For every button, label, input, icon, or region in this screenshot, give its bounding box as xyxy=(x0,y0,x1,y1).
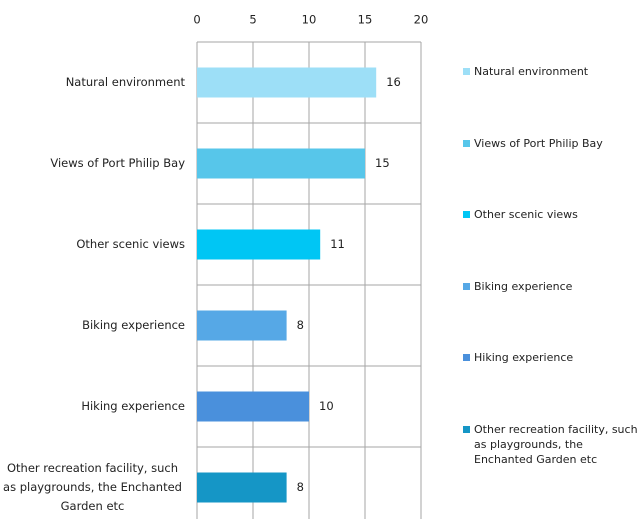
data-label: 16 xyxy=(386,75,401,89)
legend-label-text: Hiking experience xyxy=(474,351,574,365)
y-tick-label: Views of Port Philip Bay xyxy=(0,124,185,204)
bar xyxy=(197,229,321,260)
bar xyxy=(197,67,377,98)
bar xyxy=(197,148,365,179)
x-tick-label: 5 xyxy=(249,13,256,27)
y-tick-label-text: Other recreation facility, such as playg… xyxy=(3,461,182,513)
bar xyxy=(197,310,287,341)
x-tick-label: 10 xyxy=(302,13,317,27)
legend-label-text: Other recreation facility, such as playg… xyxy=(474,423,638,466)
data-label: 15 xyxy=(375,156,390,170)
legend-label-text: Views of Port Philip Bay xyxy=(474,136,603,150)
legend-label-text: Biking experience xyxy=(474,279,573,293)
x-tick-label: 20 xyxy=(414,13,429,27)
legend-label-text: Other scenic views xyxy=(474,208,578,222)
legend-label-text: Natural environment xyxy=(474,65,589,78)
data-label: 8 xyxy=(297,318,304,332)
y-tick-label: Other recreation facility, such as playg… xyxy=(0,448,185,528)
x-tick-label: 0 xyxy=(193,13,200,27)
y-tick-label-text: Biking experience xyxy=(82,318,185,332)
data-label: 11 xyxy=(330,237,345,251)
legend-swatch xyxy=(463,354,470,362)
y-tick-label-text: Views of Port Philip Bay xyxy=(50,156,185,170)
legend-label: Other scenic views xyxy=(474,207,640,222)
data-label: 8 xyxy=(297,480,304,494)
legend-swatch xyxy=(463,282,470,290)
y-tick-label: Other scenic views xyxy=(0,205,185,285)
legend-label: Hiking experience xyxy=(474,350,640,365)
y-tick-label: Hiking experience xyxy=(0,367,185,447)
bar xyxy=(197,472,287,503)
x-tick-label: 15 xyxy=(358,13,373,27)
legend-swatch xyxy=(463,211,470,219)
legend-label: Natural environment xyxy=(474,64,640,79)
y-tick-label-text: Natural environment xyxy=(65,75,185,89)
y-tick-label: Natural environment xyxy=(0,43,185,123)
y-tick-label-text: Other scenic views xyxy=(76,237,185,251)
legend-swatch xyxy=(463,139,470,147)
legend-label: Other recreation facility, such as playg… xyxy=(474,422,640,467)
y-tick-label: Biking experience xyxy=(0,286,185,366)
legend-swatch xyxy=(463,426,470,433)
bar xyxy=(197,391,309,422)
y-tick-label-text: Hiking experience xyxy=(81,399,185,413)
data-label: 10 xyxy=(319,399,334,413)
legend-label: Biking experience xyxy=(474,279,640,294)
legend-label: Views of Port Philip Bay xyxy=(474,136,640,151)
legend-swatch xyxy=(463,68,470,75)
